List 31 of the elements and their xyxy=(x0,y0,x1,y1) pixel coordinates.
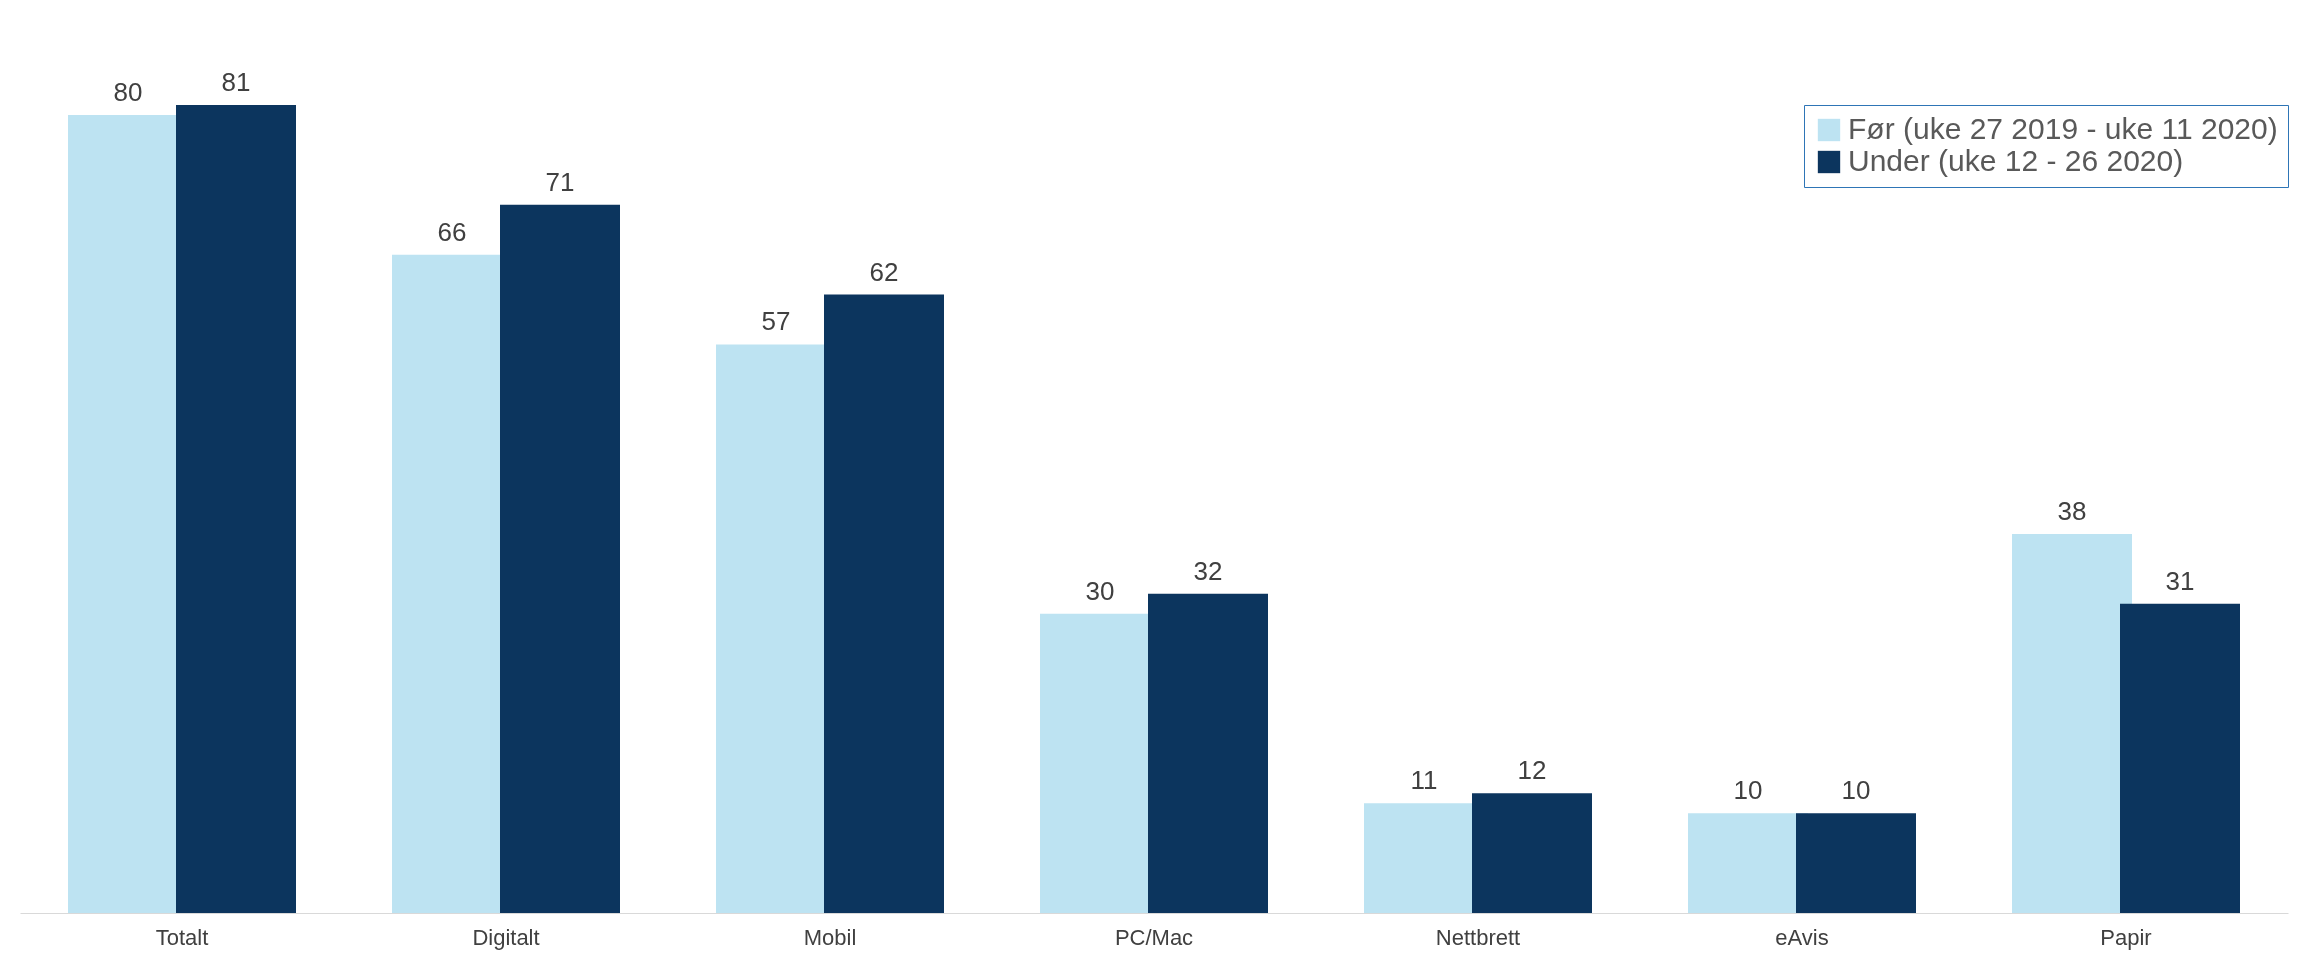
data-label: 71 xyxy=(545,166,575,197)
bar xyxy=(176,105,296,913)
data-label: 38 xyxy=(2057,495,2087,526)
x-tick-label: Nettbrett xyxy=(1435,924,1521,950)
data-label: 80 xyxy=(113,76,143,107)
data-label: 10 xyxy=(1841,775,1871,806)
bar xyxy=(824,294,944,913)
data-label: 32 xyxy=(1193,555,1223,586)
data-label: 66 xyxy=(437,216,467,247)
bar xyxy=(500,204,620,913)
bar xyxy=(2120,603,2240,913)
bar xyxy=(1472,793,1592,913)
bar xyxy=(2012,533,2132,913)
x-tick-label: Digitalt xyxy=(472,924,540,950)
data-label: 57 xyxy=(761,306,791,337)
data-label: 30 xyxy=(1085,575,1115,606)
x-tick-label: Mobil xyxy=(803,924,857,950)
x-tick-label: PC/Mac xyxy=(1114,924,1194,950)
x-tick-label: Papir xyxy=(2100,924,2152,950)
bar xyxy=(1148,593,1268,913)
legend-label: Før (uke 27 2019 - uke 11 2020) xyxy=(1848,112,2278,145)
data-label: 10 xyxy=(1733,775,1763,806)
x-tick-label: Totalt xyxy=(155,924,209,950)
data-label: 12 xyxy=(1517,755,1547,786)
data-label: 11 xyxy=(1410,765,1438,796)
legend-label: Under (uke 12 - 26 2020) xyxy=(1848,144,2184,177)
bar xyxy=(1796,813,1916,913)
data-label: 31 xyxy=(2165,565,2195,596)
data-label: 81 xyxy=(221,67,251,97)
x-tick-label: eAvis xyxy=(1775,924,1829,950)
data-label: 62 xyxy=(869,256,899,287)
